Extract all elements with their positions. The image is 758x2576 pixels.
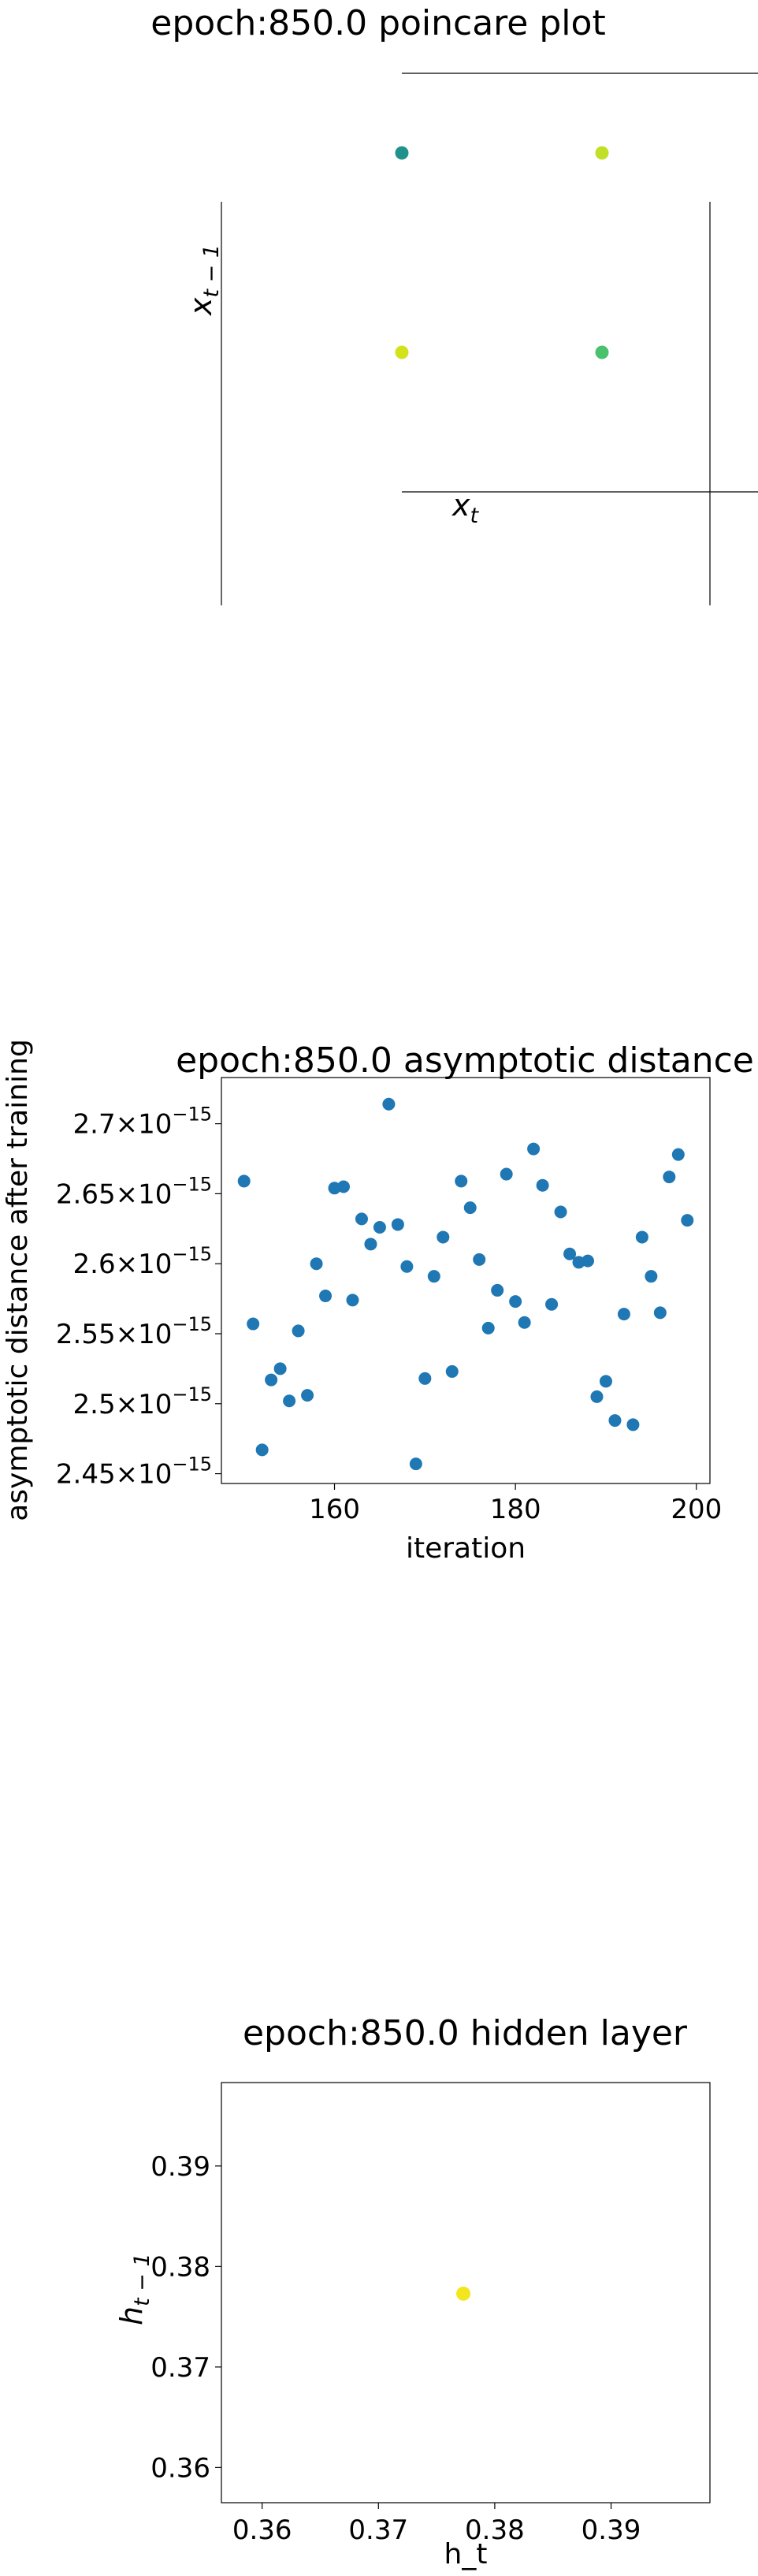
distance-point bbox=[563, 1247, 577, 1260]
distance-point bbox=[481, 1321, 495, 1335]
distance-point bbox=[681, 1214, 694, 1227]
y-tick-label: 2.6×10−15 bbox=[73, 1243, 212, 1280]
y-tick-label: 0.39 bbox=[150, 2151, 210, 2183]
y-tick-label: 2.5×10−15 bbox=[73, 1383, 212, 1420]
y-tick-label: 2.55×10−15 bbox=[56, 1313, 212, 1350]
poincare-point bbox=[395, 345, 409, 359]
distance-point bbox=[545, 1297, 559, 1311]
asymptotic-plot-frame bbox=[221, 1077, 711, 1484]
distance-point bbox=[310, 1257, 323, 1271]
y-tick-label: 0.36 bbox=[150, 2452, 210, 2484]
distance-point bbox=[653, 1306, 667, 1320]
distance-point bbox=[455, 1174, 468, 1188]
poincare-xlabel: xt bbox=[451, 488, 480, 528]
x-tick-label: 200 bbox=[671, 1494, 722, 1525]
distance-point bbox=[527, 1142, 541, 1156]
distance-point bbox=[635, 1230, 648, 1244]
distance-point bbox=[283, 1394, 296, 1408]
distance-point bbox=[427, 1270, 440, 1283]
x-tick-label: 0.36 bbox=[232, 2515, 292, 2546]
poincare-point bbox=[595, 345, 609, 359]
y-tick-label: 0.38 bbox=[150, 2251, 210, 2283]
distance-point bbox=[237, 1174, 251, 1188]
distance-point bbox=[645, 1270, 658, 1283]
y-tick-label: 2.65×10−15 bbox=[56, 1173, 212, 1210]
distance-point bbox=[491, 1283, 504, 1297]
distance-point bbox=[346, 1294, 359, 1307]
distance-point bbox=[292, 1324, 305, 1338]
asymptotic-ylabel: asymptotic distance after training bbox=[2, 1039, 34, 1521]
distance-point bbox=[599, 1375, 612, 1388]
distance-point bbox=[671, 1148, 685, 1161]
poincare-point bbox=[595, 146, 609, 160]
distance-point bbox=[445, 1364, 459, 1378]
distance-point bbox=[536, 1178, 549, 1192]
distance-point bbox=[582, 1254, 594, 1268]
distance-point bbox=[500, 1167, 513, 1181]
x-tick-label: 180 bbox=[490, 1494, 541, 1525]
distance-point bbox=[409, 1457, 422, 1471]
distance-point bbox=[418, 1372, 432, 1385]
x-tick-label: 0.39 bbox=[582, 2515, 641, 2546]
distance-point bbox=[518, 1316, 531, 1329]
distance-point bbox=[319, 1290, 333, 1303]
distance-point bbox=[337, 1180, 350, 1193]
distance-point bbox=[617, 1308, 630, 1321]
distance-point bbox=[437, 1230, 450, 1244]
distance-point bbox=[509, 1295, 522, 1308]
distance-point bbox=[255, 1443, 269, 1457]
x-tick-label: 0.38 bbox=[465, 2515, 525, 2546]
distance-point bbox=[608, 1414, 622, 1428]
distance-point bbox=[382, 1097, 396, 1111]
hidden-layer-ylabel: ht − 1 bbox=[114, 2253, 154, 2325]
poincare-ylabel: xt − 1 bbox=[184, 244, 224, 316]
asymptotic-distance-title: epoch:850.0 asymptotic distance bbox=[176, 1040, 754, 1081]
hidden-layer-xlabel: h_t bbox=[444, 2538, 488, 2570]
distance-point bbox=[391, 1218, 404, 1231]
distance-point bbox=[247, 1317, 260, 1331]
distance-point bbox=[590, 1390, 604, 1403]
x-tick-label: 0.37 bbox=[348, 2515, 408, 2546]
poincare-plot-title: epoch:850.0 poincare plot bbox=[150, 3, 605, 43]
distance-point bbox=[355, 1212, 368, 1226]
hidden-layer-chart: epoch:850.0 hidden layer 0.36 0.37 0.38 0.3… bbox=[114, 2013, 711, 2570]
y-tick-label: 2.7×10−15 bbox=[73, 1104, 212, 1141]
poincare-plot-chart: epoch:850.0 poincare plot xt xt − 1 bbox=[150, 3, 758, 605]
distance-point bbox=[364, 1238, 377, 1251]
y-tick-label: 2.45×10−15 bbox=[56, 1454, 212, 1491]
asymptotic-xlabel: iteration bbox=[406, 1532, 526, 1565]
distance-point bbox=[473, 1253, 486, 1266]
hidden-layer-title: epoch:850.0 hidden layer bbox=[243, 2013, 688, 2053]
poincare-point bbox=[395, 146, 409, 160]
asymptotic-distance-chart: epoch:850.0 asymptotic distance 160 180 20… bbox=[2, 1039, 754, 1565]
distance-point bbox=[663, 1171, 676, 1184]
hidden-layer-plot-frame bbox=[221, 2082, 711, 2503]
distance-point bbox=[626, 1418, 640, 1431]
distance-point bbox=[301, 1389, 314, 1402]
distance-point bbox=[463, 1201, 477, 1215]
y-tick-label: 0.37 bbox=[150, 2352, 210, 2384]
hidden-state-point bbox=[456, 2286, 471, 2301]
distance-point bbox=[554, 1205, 567, 1219]
distance-point bbox=[373, 1221, 386, 1234]
distance-point bbox=[400, 1260, 414, 1273]
distance-point bbox=[273, 1362, 287, 1375]
distance-point bbox=[265, 1373, 278, 1387]
x-tick-label: 160 bbox=[309, 1494, 360, 1525]
